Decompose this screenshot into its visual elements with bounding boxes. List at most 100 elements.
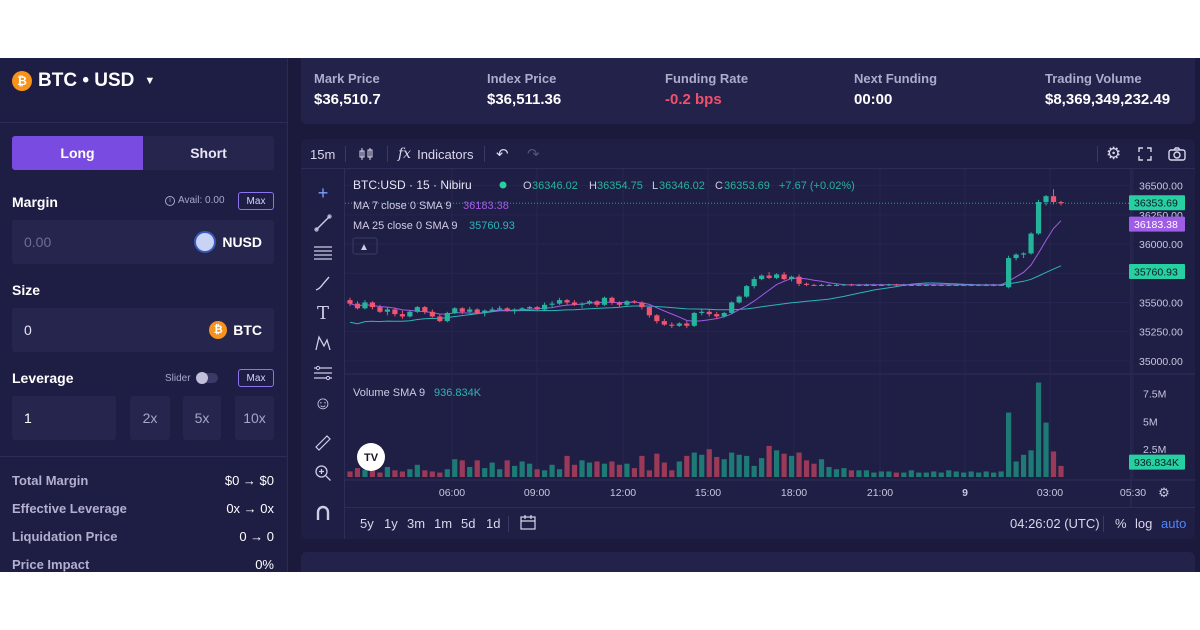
price-chart[interactable]: 36500.0036250.0036000.0035750.0035500.00… (345, 169, 1195, 507)
chart-toolbar: 15m fx Indicators ↶ ↷ ⚙ (301, 139, 1195, 169)
volume-bar (377, 472, 383, 477)
size-unit: ₿ BTC (209, 321, 262, 339)
magnet-icon[interactable] (311, 501, 335, 525)
candle-body (848, 284, 855, 286)
pair-selector[interactable]: ₿ BTC • USD ▼ (12, 70, 155, 92)
range-1m[interactable]: 1m (434, 516, 453, 531)
calendar-range-icon[interactable] (520, 514, 536, 533)
zoom-in-icon[interactable] (311, 461, 335, 485)
trading-app: ₿ BTC • USD ▼ Long Short Margin i Avail:… (0, 58, 1200, 572)
trend-line-icon[interactable] (311, 211, 335, 235)
volume-bar (841, 468, 847, 477)
candle-body (953, 284, 959, 286)
margin-max-button[interactable]: Max (238, 192, 274, 210)
candle-body (452, 308, 458, 313)
range-1y[interactable]: 1y (384, 516, 398, 531)
summary-key: Price Impact (12, 557, 90, 572)
fib-retracement-icon[interactable] (311, 241, 335, 265)
live-status-dot (499, 181, 507, 189)
volume-bar (504, 460, 510, 477)
percent-scale-toggle[interactable]: % (1115, 516, 1127, 531)
legend-ma25-value: 35760.93 (469, 220, 515, 232)
margin-input[interactable]: 0.00 NUSD (12, 220, 274, 264)
short-button[interactable]: Short (143, 136, 274, 170)
price-axis-label: 35500.00 (1139, 297, 1183, 309)
volume-bar (684, 455, 690, 477)
candle-body (729, 302, 735, 313)
volume-bar (422, 470, 428, 477)
leverage-preset-5x[interactable]: 5x (183, 396, 221, 440)
candle-body (362, 302, 368, 309)
chart-bottom-bar: 5y 1y 3m 1m 5d 1d 04:26:02 (UTC) % log a… (345, 507, 1195, 539)
interval-button[interactable]: 15m (310, 146, 336, 162)
brush-icon[interactable] (311, 271, 335, 295)
volume-bar (527, 463, 533, 477)
size-input[interactable]: 0 ₿ BTC (12, 308, 274, 352)
summary-value: 0% (255, 557, 274, 572)
volume-bar (744, 455, 750, 477)
legend-change: +7.67 (+0.02%) (779, 180, 855, 192)
fullscreen-icon[interactable] (1138, 139, 1152, 169)
stat-value: 00:00 (854, 91, 893, 108)
candle-body (908, 284, 914, 286)
volume-bar (736, 454, 742, 477)
auto-scale-toggle[interactable]: auto (1161, 516, 1187, 531)
candle-body (414, 307, 420, 312)
volume-bar (788, 455, 795, 477)
leverage-preset-2x[interactable]: 2x (130, 396, 170, 440)
volume-bar (624, 463, 630, 477)
volume-bar (392, 470, 398, 477)
volume-bar (916, 472, 922, 477)
volume-bar (976, 472, 982, 477)
indicators-button[interactable]: fx Indicators (398, 139, 473, 169)
candle-body (616, 302, 623, 305)
range-1d[interactable]: 1d (486, 516, 501, 531)
margin-unit-label: NUSD (222, 234, 262, 250)
redo-icon[interactable]: ↷ (527, 146, 540, 163)
ruler-icon[interactable] (311, 431, 335, 455)
volume-bar (714, 457, 720, 477)
long-button[interactable]: Long (12, 136, 143, 170)
candle-body (901, 284, 907, 286)
leverage-input[interactable]: 1 (12, 396, 116, 440)
btc-coin-icon: ₿ (12, 71, 32, 91)
undo-icon[interactable]: ↶ (496, 146, 509, 163)
stat-title: Next Funding (854, 71, 938, 86)
candle-type-button[interactable] (358, 139, 374, 169)
volume-bar (407, 469, 413, 477)
text-tool-icon[interactable]: T (316, 302, 329, 324)
avail-balance: i Avail: 0.00 (165, 195, 225, 206)
utc-clock[interactable]: 04:26:02 (UTC) (1010, 516, 1100, 531)
settings-gear-icon[interactable]: ⚙ (1106, 144, 1122, 163)
volume-bar (938, 472, 944, 477)
candle-body (833, 284, 840, 286)
divider (484, 146, 485, 162)
candles-icon (359, 148, 373, 160)
leverage-max-button[interactable]: Max (238, 369, 274, 387)
volume-bar (968, 471, 974, 477)
volume-bar (654, 453, 660, 477)
volume-price-tag-bg (1129, 454, 1185, 470)
slider-toggle[interactable] (196, 372, 218, 384)
divider (0, 456, 287, 457)
candle-body (422, 307, 428, 312)
emoji-icon[interactable]: ☺ (313, 392, 333, 413)
margin-label: Margin (12, 194, 58, 210)
candle-body (482, 310, 488, 313)
range-5d[interactable]: 5d (461, 516, 476, 531)
log-scale-toggle[interactable]: log (1135, 516, 1153, 531)
volume-bar (931, 471, 937, 477)
volume-bar (871, 472, 877, 477)
camera-icon[interactable] (1168, 139, 1186, 169)
volume-bar (601, 463, 608, 477)
pattern-icon[interactable] (311, 331, 335, 355)
range-3m[interactable]: 3m (407, 516, 426, 531)
leverage-preset-10x[interactable]: 10x (235, 396, 274, 440)
time-axis-label: 12:00 (610, 487, 636, 499)
prediction-icon[interactable] (311, 361, 335, 385)
volume-bar (384, 467, 391, 477)
volume-bar (631, 468, 637, 477)
crosshair-icon[interactable]: + (317, 182, 329, 203)
volume-bar (399, 471, 405, 477)
range-5y[interactable]: 5y (360, 516, 374, 531)
